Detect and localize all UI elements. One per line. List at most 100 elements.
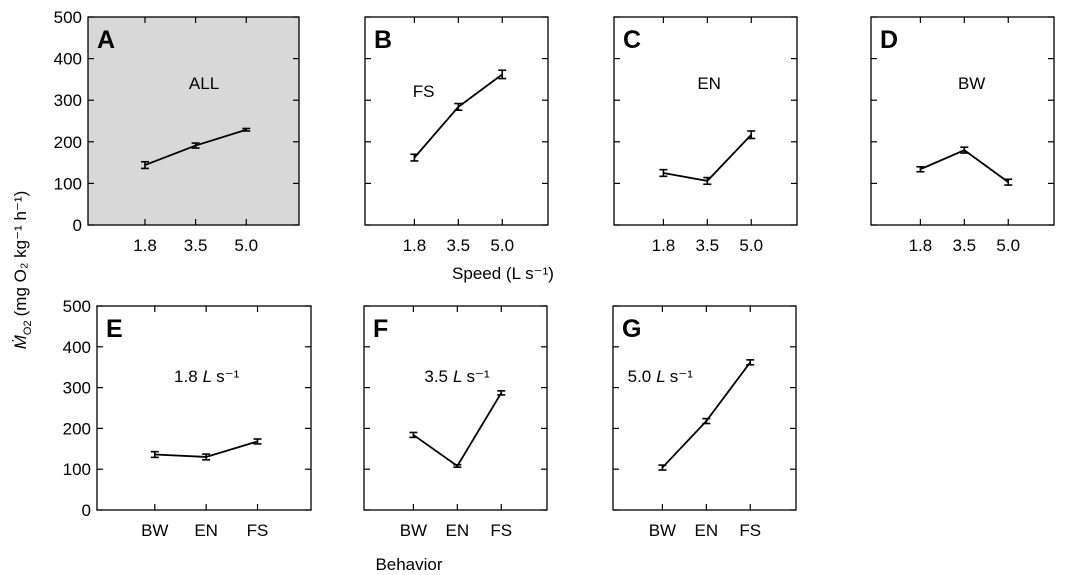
data-point-error-bar [498,69,507,80]
panel-label-unit-l: L [453,367,462,386]
data-point-error-bar [747,130,756,140]
panel-letter: G [622,315,641,343]
y-tick-label: 400 [54,50,82,69]
data-point-error-bar [409,431,418,439]
x-tick-label: 1.8 [133,236,157,255]
data-point-error-bar [916,165,925,173]
y-axis-title-subscript: O2 [22,320,34,335]
panel-frame [612,305,797,511]
panel-a: 0 100 200 300 400 500 1.8 3.5 5.0 A ALL [54,8,300,255]
panel-c: 1.8 3.5 5.0 C EN [613,16,798,255]
data-point-error-bar [703,176,712,186]
panel-frame [363,305,548,511]
panel-label: EN [697,74,721,93]
x-tick-label: 5.0 [490,236,514,255]
data-point-error-bar [140,160,149,170]
x-tick-label: 1.8 [652,236,676,255]
x-tick-label: EN [446,521,470,540]
data-point-error-bar [410,153,419,162]
svg-text:ṀO2(mg O₂ kg⁻¹ h⁻¹): ṀO2 (mg O₂ kg⁻¹ h⁻¹) [11,191,34,349]
data-point-error-bar [453,463,462,468]
y-tick-label: 0 [82,501,91,520]
x-tick-label: 5.0 [739,236,763,255]
y-axis-title-symbol: Ṁ [11,334,30,349]
data-point-error-bar [242,127,251,132]
y-tick-label: 400 [63,338,91,357]
x-tick-label: 3.5 [696,236,720,255]
data-point-error-bar [253,438,262,445]
y-tick-label: 500 [63,297,91,316]
data-point-error-bar [702,417,711,425]
x-axis-title-behavior: Behavior [375,555,442,574]
data-point-error-bar [191,142,200,149]
x-tick-label: FS [739,521,761,540]
panel-label-unit-s: s⁻¹ [216,367,239,386]
panel-label-value: 5.0 [628,367,652,386]
panel-label: BW [958,74,985,93]
y-tick-label: 100 [63,460,91,479]
panel-letter: F [373,315,388,343]
x-tick-label: 3.5 [953,236,977,255]
x-tick-label: BW [141,521,168,540]
panel-letter: A [97,26,115,54]
x-tick-label: FS [247,521,269,540]
x-tick-label: 1.8 [909,236,933,255]
x-tick-label: BW [649,521,676,540]
y-tick-label: 200 [63,419,91,438]
data-point-error-bar [497,390,506,396]
y-axis-title-units: (mg O₂ kg⁻¹ h⁻¹) [11,191,30,317]
x-tick-label: 1.8 [403,236,427,255]
data-point-error-bar [746,359,755,366]
x-tick-label: EN [194,521,218,540]
x-tick-label: 5.0 [234,236,258,255]
panel-letter: B [374,26,392,54]
panel-label: FS [413,82,435,101]
panel-d: 1.8 3.5 5.0 D BW [870,16,1055,255]
data-point-error-bar [658,464,667,471]
x-tick-label: FS [490,521,512,540]
panel-letter: C [623,26,641,54]
data-point-error-bar [960,146,969,154]
panels-group: 0 100 200 300 400 500 1.8 3.5 5.0 A ALL 1.8 3.5 5.0 B F… [54,8,1055,540]
data-point-error-bar [202,453,211,461]
data-point-error-bar [1004,178,1013,186]
y-tick-label: 300 [54,91,82,110]
panel-letter: E [106,315,123,343]
data-point-error-bar [454,102,463,111]
panel-label-value: 1.8 [174,367,198,386]
panel-label-unit-s: s⁻¹ [670,367,693,386]
panel-label-unit-l: L [203,367,212,386]
panel-frame [364,16,549,226]
x-tick-label: 3.5 [184,236,208,255]
y-tick-label: 200 [54,133,82,152]
panel-frame [613,16,798,226]
x-tick-label: EN [695,521,719,540]
panel-label-unit-s: s⁻¹ [466,367,489,386]
y-tick-label: 300 [63,379,91,398]
y-tick-label: 100 [54,174,82,193]
panel-label-unit-l: L [656,367,665,386]
panel-letter: D [880,26,898,54]
panel-frame [96,305,312,511]
panel-frame [870,16,1055,226]
x-tick-label: 3.5 [447,236,471,255]
data-point-error-bar [150,450,159,459]
panel-frame [87,16,300,226]
panel-label-value: 3.5 [424,367,448,386]
x-tick-label: 5.0 [996,236,1020,255]
panel-label: ALL [189,74,219,93]
x-axis-title-speed: Speed (L s⁻¹) [452,264,554,283]
panel-b: 1.8 3.5 5.0 B FS [364,16,549,255]
y-tick-label: 500 [54,8,82,27]
x-tick-label: BW [400,521,427,540]
data-point-error-bar [659,168,668,178]
y-tick-label: 0 [73,216,82,235]
y-axis-title: ṀO2 (mg O₂ kg⁻¹ h⁻¹) [11,191,34,349]
